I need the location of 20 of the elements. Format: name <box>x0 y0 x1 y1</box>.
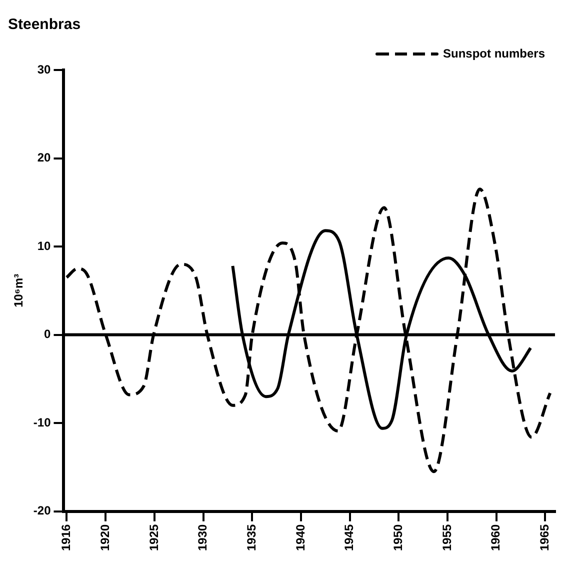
x-tick-label: 1940 <box>293 524 308 552</box>
x-tick-label: 1916 <box>58 524 73 552</box>
legend-label: Sunspot numbers <box>442 46 546 60</box>
x-tick-label: 1965 <box>538 524 552 552</box>
x-tick-label: 1950 <box>391 524 406 552</box>
x-tick-label: 1925 <box>146 524 161 552</box>
y-tick-label: 10 <box>37 238 52 253</box>
x-tick-label: 1955 <box>440 524 454 552</box>
x-tick-label: 1945 <box>342 524 356 552</box>
y-tick-label: 20 <box>37 150 52 165</box>
x-tick-label: 1920 <box>98 524 112 552</box>
x-tick-label: 1930 <box>196 524 210 552</box>
y-tick-label: 30 <box>37 62 52 76</box>
x-tick-label: 1935 <box>244 524 259 552</box>
y-tick-label: -10 <box>33 415 52 430</box>
y-tick-label: 0 <box>44 327 52 342</box>
y-tick-label: -20 <box>33 504 52 518</box>
chart-title: Steenbras <box>8 16 81 34</box>
y-axis-title: 10⁶m³ <box>12 274 26 308</box>
x-tick-label: 1960 <box>488 524 503 552</box>
